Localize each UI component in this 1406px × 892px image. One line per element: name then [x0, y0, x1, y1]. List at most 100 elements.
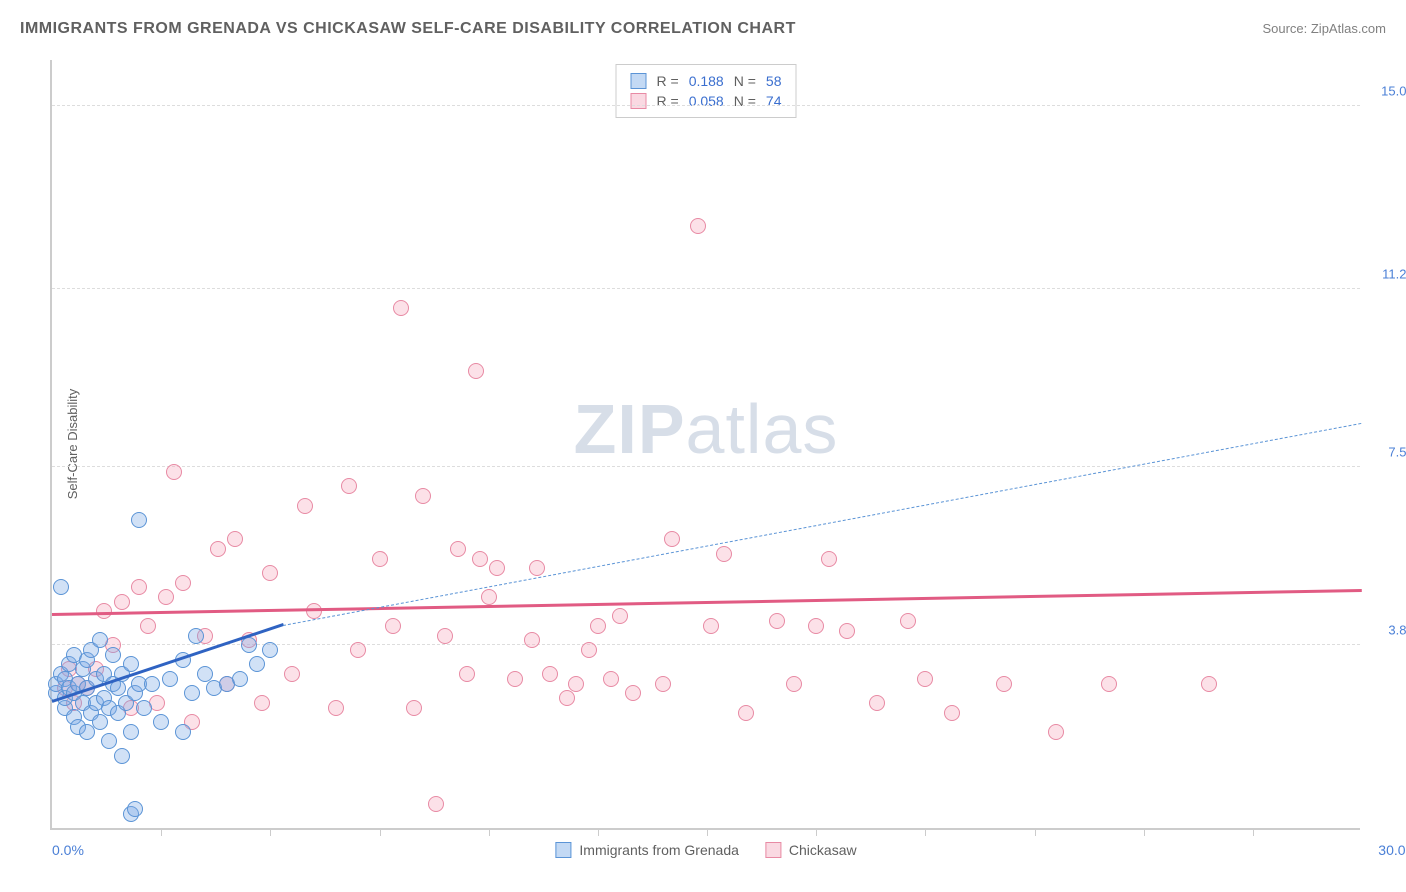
data-point-chickasaw: [437, 628, 453, 644]
data-point-chickasaw: [542, 666, 558, 682]
data-point-chickasaw: [227, 531, 243, 547]
data-point-chickasaw: [664, 531, 680, 547]
data-point-chickasaw: [114, 594, 130, 610]
data-point-chickasaw: [415, 488, 431, 504]
data-point-chickasaw: [581, 642, 597, 658]
data-point-grenada: [162, 671, 178, 687]
data-point-grenada: [92, 714, 108, 730]
data-point-chickasaw: [996, 676, 1012, 692]
x-tick-mark: [489, 828, 490, 836]
data-point-chickasaw: [1048, 724, 1064, 740]
data-point-chickasaw: [385, 618, 401, 634]
data-point-grenada: [53, 579, 69, 595]
data-point-chickasaw: [254, 695, 270, 711]
data-point-chickasaw: [140, 618, 156, 634]
data-point-chickasaw: [481, 589, 497, 605]
data-point-chickasaw: [393, 300, 409, 316]
swatch-pink-icon: [765, 842, 781, 858]
data-point-chickasaw: [406, 700, 422, 716]
y-tick-label: 7.5%: [1388, 445, 1406, 460]
gridline: [52, 288, 1360, 289]
data-point-chickasaw: [900, 613, 916, 629]
legend-row-blue: R = 0.188 N = 58: [631, 71, 782, 91]
data-point-chickasaw: [690, 218, 706, 234]
legend-item-grenada: Immigrants from Grenada: [555, 842, 739, 858]
data-point-grenada: [232, 671, 248, 687]
gridline: [52, 466, 1360, 467]
y-tick-label: 15.0%: [1381, 84, 1406, 99]
data-point-chickasaw: [625, 685, 641, 701]
data-point-grenada: [92, 632, 108, 648]
chart-header: IMMIGRANTS FROM GRENADA VS CHICKASAW SEL…: [20, 20, 1386, 38]
data-point-grenada: [123, 724, 139, 740]
x-tick-mark: [707, 828, 708, 836]
data-point-chickasaw: [450, 541, 466, 557]
data-point-chickasaw: [808, 618, 824, 634]
data-point-chickasaw: [568, 676, 584, 692]
data-point-chickasaw: [131, 579, 147, 595]
x-tick-mark: [380, 828, 381, 836]
data-point-grenada: [153, 714, 169, 730]
data-point-grenada: [197, 666, 213, 682]
y-axis-label: Self-Care Disability: [65, 389, 80, 500]
correlation-legend: R = 0.188 N = 58 R = 0.058 N = 74: [616, 64, 797, 118]
x-tick-mark: [161, 828, 162, 836]
data-point-chickasaw: [655, 676, 671, 692]
data-point-chickasaw: [612, 608, 628, 624]
data-point-chickasaw: [769, 613, 785, 629]
data-point-grenada: [188, 628, 204, 644]
data-point-chickasaw: [158, 589, 174, 605]
data-point-chickasaw: [468, 363, 484, 379]
swatch-blue-icon: [631, 73, 647, 89]
y-tick-label: 11.2%: [1382, 267, 1406, 282]
source-attribution: Source: ZipAtlas.com: [1262, 21, 1386, 36]
data-point-grenada: [131, 512, 147, 528]
data-point-chickasaw: [821, 551, 837, 567]
data-point-chickasaw: [716, 546, 732, 562]
x-axis-max-label: 30.0%: [1378, 842, 1406, 858]
x-tick-mark: [816, 828, 817, 836]
data-point-chickasaw: [507, 671, 523, 687]
data-point-chickasaw: [786, 676, 802, 692]
data-point-grenada: [175, 724, 191, 740]
data-point-chickasaw: [590, 618, 606, 634]
data-point-grenada: [127, 801, 143, 817]
data-point-chickasaw: [175, 575, 191, 591]
data-point-grenada: [249, 656, 265, 672]
plot-area: ZIPatlas Self-Care Disability R = 0.188 …: [50, 60, 1360, 830]
legend-item-chickasaw: Chickasaw: [765, 842, 857, 858]
data-point-chickasaw: [428, 796, 444, 812]
data-point-chickasaw: [529, 560, 545, 576]
series-legend: Immigrants from Grenada Chickasaw: [555, 842, 856, 858]
data-point-chickasaw: [166, 464, 182, 480]
data-point-chickasaw: [703, 618, 719, 634]
x-tick-mark: [598, 828, 599, 836]
x-axis-min-label: 0.0%: [52, 842, 84, 858]
data-point-chickasaw: [489, 560, 505, 576]
watermark: ZIPatlas: [574, 389, 839, 469]
data-point-chickasaw: [262, 565, 278, 581]
data-point-chickasaw: [603, 671, 619, 687]
gridline: [52, 105, 1360, 106]
data-point-grenada: [136, 700, 152, 716]
data-point-grenada: [262, 642, 278, 658]
data-point-chickasaw: [210, 541, 226, 557]
data-point-grenada: [144, 676, 160, 692]
data-point-grenada: [101, 733, 117, 749]
swatch-pink-icon: [631, 93, 647, 109]
x-tick-mark: [1035, 828, 1036, 836]
data-point-chickasaw: [839, 623, 855, 639]
y-tick-label: 3.8%: [1388, 623, 1406, 638]
correlation-scatter-chart: ZIPatlas Self-Care Disability R = 0.188 …: [50, 60, 1380, 830]
data-point-chickasaw: [350, 642, 366, 658]
x-tick-mark: [925, 828, 926, 836]
data-point-chickasaw: [372, 551, 388, 567]
data-point-chickasaw: [738, 705, 754, 721]
data-point-chickasaw: [524, 632, 540, 648]
data-point-grenada: [123, 656, 139, 672]
x-tick-mark: [270, 828, 271, 836]
data-point-chickasaw: [459, 666, 475, 682]
data-point-chickasaw: [284, 666, 300, 682]
trendline-chickasaw: [52, 589, 1362, 616]
data-point-chickasaw: [869, 695, 885, 711]
